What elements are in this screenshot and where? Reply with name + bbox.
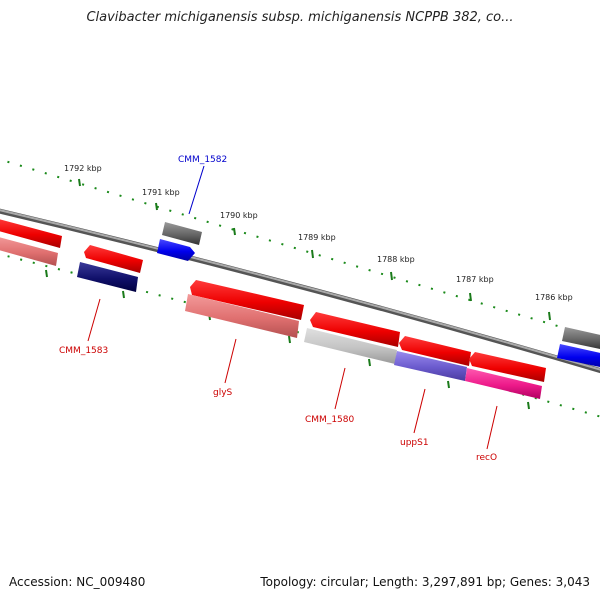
gene-left-edge-forward[interactable] — [0, 218, 62, 248]
gene-upps1-reverse[interactable] — [394, 351, 467, 381]
gene-left-edge-reverse[interactable] — [0, 236, 58, 266]
gene-reco-reverse[interactable] — [465, 368, 542, 399]
gene-pre-glys-forward[interactable] — [84, 245, 143, 273]
gene-right-edge-gray[interactable] — [562, 327, 600, 350]
accession-label: Accession: NC_009480 — [9, 575, 146, 589]
tick-label-1790: 1790 kbp — [220, 211, 258, 220]
scale-inner-ticks — [45, 269, 530, 410]
leader-glys — [224, 338, 237, 384]
gene-right-edge-blue[interactable] — [557, 344, 600, 368]
gene-glys-reverse[interactable] — [185, 294, 299, 338]
tick-label-1792: 1792 kbp — [64, 164, 102, 173]
scale-tick-labels: 1792 kbp 1791 kbp 1790 kbp 1789 kbp 1788… — [64, 164, 573, 302]
label-cmm-1582: CMM_1582 — [178, 155, 227, 165]
leader-reco — [486, 405, 498, 450]
leader-cmm-1583 — [87, 298, 101, 342]
scale-major-ticks — [78, 178, 551, 321]
tick-label-1787: 1787 kbp — [456, 275, 494, 284]
leader-upps1 — [413, 388, 426, 434]
tick-label-1786: 1786 kbp — [535, 293, 573, 302]
label-leaders — [87, 165, 498, 450]
gene-cmm-1583-reverse[interactable] — [77, 262, 138, 292]
gene-labels: CMM_1582 CMM_1583 glyS CMM_1580 uppS1 re… — [59, 155, 497, 463]
label-cmm-1583: CMM_1583 — [59, 346, 108, 356]
tick-label-1788: 1788 kbp — [377, 255, 415, 264]
gene-upps1-forward[interactable] — [399, 336, 471, 366]
gene-cmm-1580-forward[interactable] — [310, 312, 400, 347]
gene-cmm-1582-blue[interactable] — [157, 239, 195, 261]
genome-summary: Topology: circular; Length: 3,297,891 bp… — [260, 575, 590, 589]
gene-reco-forward[interactable] — [469, 352, 546, 382]
map-title: Clavibacter michiganensis subsp. michiga… — [86, 10, 514, 25]
gene-glys-forward[interactable] — [190, 280, 304, 320]
leader-cmm-1580 — [334, 367, 346, 410]
label-upps1: uppS1 — [400, 438, 429, 448]
label-reco: recO — [476, 453, 497, 463]
label-glys: glyS — [213, 388, 233, 398]
leader-cmm-1582 — [188, 165, 205, 215]
gene-cmm-1580-reverse[interactable] — [304, 328, 397, 364]
gene-cmm-1582-forward[interactable] — [162, 222, 202, 245]
tick-label-1789: 1789 kbp — [298, 233, 336, 242]
label-cmm-1580: CMM_1580 — [305, 415, 354, 425]
genome-backbone — [0, 208, 600, 374]
tick-label-1791: 1791 kbp — [142, 188, 180, 197]
scale-arc-outer — [0, 158, 600, 340]
